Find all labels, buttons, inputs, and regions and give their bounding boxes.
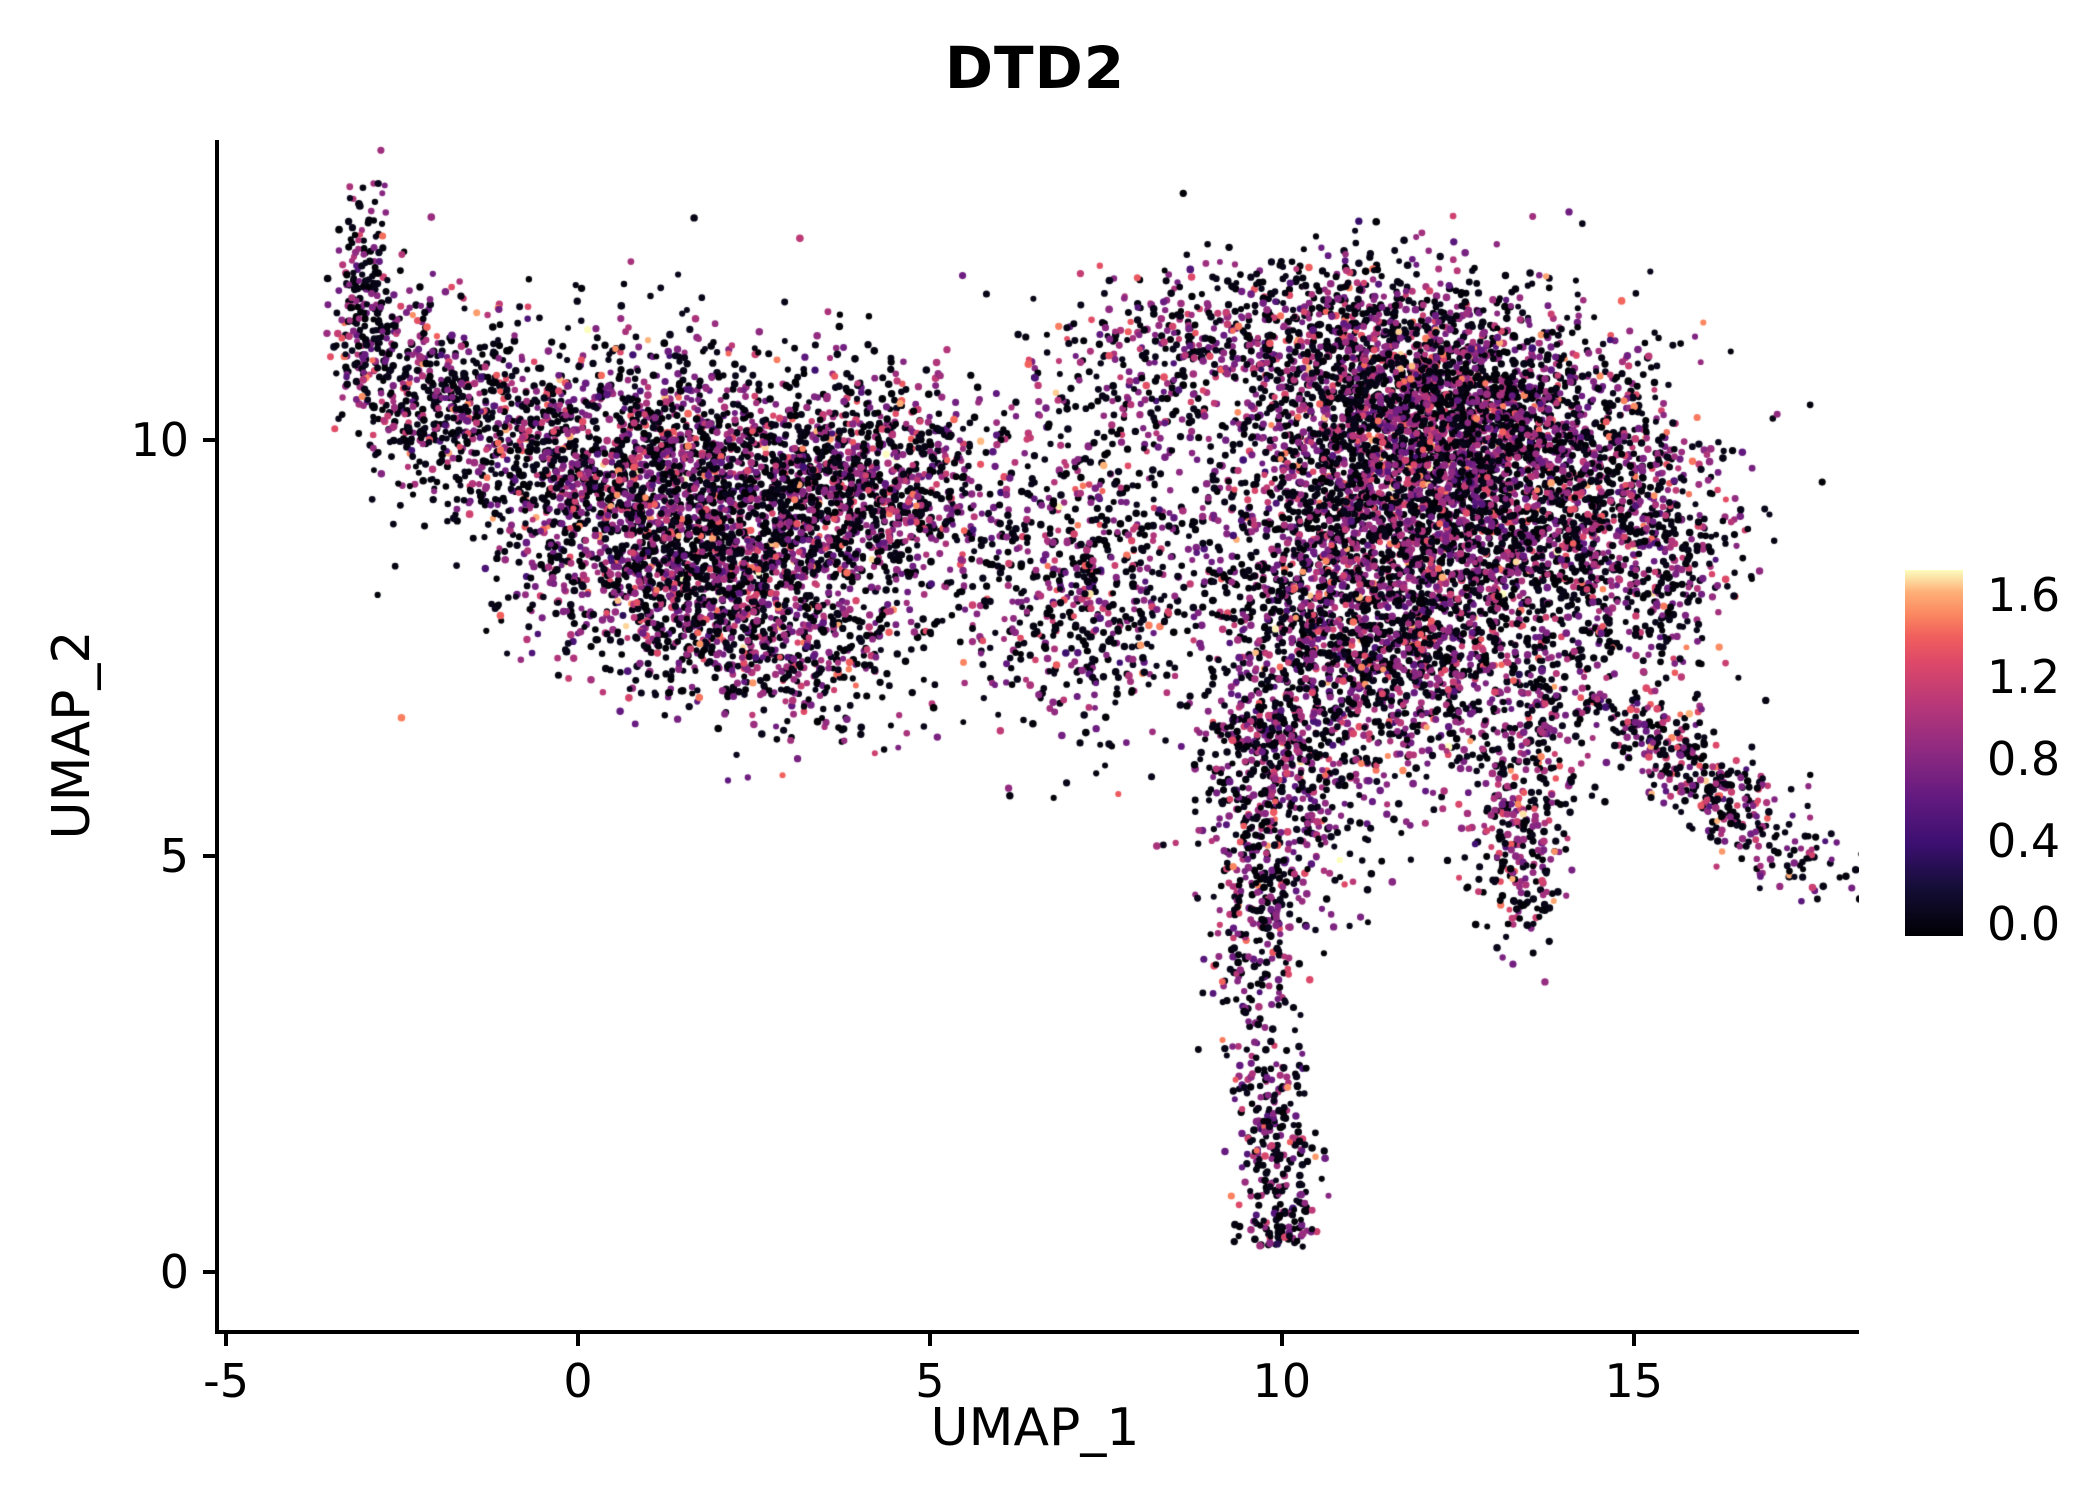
scatter-canvas [219, 140, 1859, 1330]
y-tick-mark [203, 853, 219, 858]
y-tick-mark [203, 1269, 219, 1274]
x-tick-label: 10 [1252, 1354, 1312, 1408]
colorbar-tick-label: 0.4 [1987, 814, 2061, 869]
x-tick-mark [224, 1330, 229, 1346]
colorbar-tick-label: 0.0 [1987, 896, 2061, 951]
colorbar: 1.6 1.2 0.8 0.4 0.0 [1905, 567, 2100, 970]
y-tick-label: 0 [159, 1244, 189, 1299]
x-axis-label: UMAP_1 [930, 1398, 1140, 1458]
y-axis-ticks: 0 5 10 [89, 140, 219, 1330]
x-tick-mark [927, 1330, 932, 1346]
x-tick-label: 15 [1604, 1354, 1664, 1408]
colorbar-tick-label: 1.6 [1987, 567, 2061, 622]
plot-panel: -5 0 5 10 15 0 5 10 [130, 140, 1859, 1408]
x-tick-label: 0 [563, 1354, 593, 1408]
y-tick-label: 10 [130, 412, 189, 467]
y-tick-mark [203, 437, 219, 442]
chart-title: DTD2 [944, 34, 1126, 102]
colorbar-tick-label: 1.2 [1987, 649, 2061, 704]
x-axis-ticks: -5 0 5 10 15 [203, 1330, 1859, 1420]
x-tick-label: 5 [915, 1354, 945, 1408]
y-axis-label: UMAP_2 [42, 630, 102, 840]
y-tick-label: 5 [159, 828, 189, 883]
x-tick-mark [1631, 1330, 1636, 1346]
colorbar-ticks: 1.6 1.2 0.8 0.4 0.0 [1905, 567, 2100, 970]
x-tick-mark [575, 1330, 580, 1346]
x-tick-mark [1279, 1330, 1284, 1346]
colorbar-gradient [1905, 570, 1963, 936]
colorbar-tick-label: 0.8 [1987, 732, 2061, 787]
x-tick-label: -5 [203, 1354, 249, 1408]
